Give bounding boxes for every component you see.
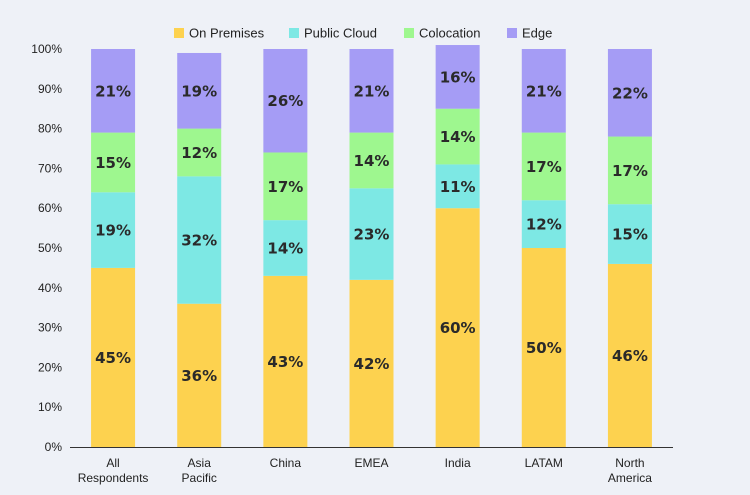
legend-item: On Premises — [174, 26, 265, 41]
bar-segment — [349, 49, 394, 133]
data-label: 17% — [526, 158, 562, 176]
bar-segment — [607, 49, 652, 137]
bar-segment — [607, 204, 652, 264]
legend-label: Public Cloud — [304, 26, 377, 41]
data-label: 11% — [440, 178, 476, 196]
data-label: 22% — [612, 84, 648, 102]
legend-swatch — [174, 28, 184, 38]
bar-segment — [349, 279, 394, 447]
x-tick-label: LATAM — [525, 456, 563, 470]
y-tick-label: 100% — [31, 42, 62, 56]
data-label: 32% — [181, 232, 217, 250]
bar-segment — [349, 188, 394, 280]
bar-segment — [263, 275, 308, 447]
bar-segment — [91, 192, 136, 268]
y-tick-label: 10% — [38, 400, 62, 414]
legend-item: Colocation — [404, 26, 480, 41]
x-tick-label-line: Pacific — [182, 471, 217, 485]
legend-label: On Premises — [189, 26, 265, 41]
data-label: 14% — [440, 128, 476, 146]
x-tick-label-line: India — [445, 456, 471, 470]
bar-segment — [521, 132, 566, 201]
x-tick-label-line: All — [106, 456, 119, 470]
bar-segment — [435, 164, 480, 209]
bar-segment — [607, 136, 652, 205]
x-tick-label-line: China — [270, 456, 302, 470]
data-label: 17% — [267, 178, 303, 196]
legend-swatch — [507, 28, 517, 38]
legend-swatch — [404, 28, 414, 38]
data-label: 21% — [354, 82, 390, 100]
data-label: 21% — [95, 82, 131, 100]
data-label: 43% — [267, 353, 303, 371]
data-label: 26% — [267, 92, 303, 110]
bar-segment — [91, 49, 136, 133]
data-label: 45% — [95, 349, 131, 367]
bar-segment — [435, 208, 480, 447]
bar-segment — [607, 263, 652, 447]
y-tick-label: 40% — [38, 281, 62, 295]
data-label: 17% — [612, 162, 648, 180]
y-tick-label: 20% — [38, 360, 62, 374]
y-tick-label: 70% — [38, 161, 62, 175]
x-tick-label-line: Respondents — [78, 471, 149, 485]
bar-segment — [177, 176, 222, 304]
data-label: 16% — [440, 68, 476, 86]
bar-segment — [521, 200, 566, 248]
bar-segment — [435, 45, 480, 109]
data-label: 50% — [526, 339, 562, 357]
bar-segment — [263, 220, 308, 276]
legend-swatch — [289, 28, 299, 38]
bar-segment — [521, 248, 566, 447]
y-tick-label: 30% — [38, 321, 62, 335]
data-label: 12% — [526, 216, 562, 234]
bar-segment — [349, 132, 394, 189]
x-tick-label-line: North — [615, 456, 644, 470]
bar-segment — [177, 128, 222, 177]
legend-label: Edge — [522, 26, 552, 41]
y-tick-label: 80% — [38, 122, 62, 136]
data-label: 14% — [354, 152, 390, 170]
data-label: 15% — [612, 226, 648, 244]
data-label: 19% — [95, 222, 131, 240]
data-label: 12% — [181, 144, 217, 162]
bar-segment — [91, 267, 136, 447]
x-tick-label: EMEA — [354, 456, 388, 470]
x-tick-label: China — [270, 456, 302, 470]
bar-segment — [91, 132, 136, 193]
bar-segment — [521, 49, 566, 133]
y-tick-label: 50% — [38, 241, 62, 255]
bar-segment — [435, 108, 480, 165]
legend-label: Colocation — [419, 26, 480, 41]
bar-segment — [263, 49, 308, 153]
data-label: 21% — [526, 82, 562, 100]
x-tick-label-line: Asia — [188, 456, 212, 470]
x-tick-label: North America — [608, 456, 652, 485]
data-label: 14% — [267, 240, 303, 258]
legend-item: Edge — [507, 26, 552, 41]
x-tick-label: All Respondents — [78, 456, 149, 485]
data-label: 19% — [181, 82, 217, 100]
x-tick-label-line: EMEA — [354, 456, 388, 470]
data-label: 36% — [181, 367, 217, 385]
y-tick-label: 90% — [38, 82, 62, 96]
bar-segment — [177, 52, 222, 129]
y-tick-label: 60% — [38, 201, 62, 215]
x-tick-label-line: America — [608, 471, 652, 485]
data-label: 15% — [95, 154, 131, 172]
x-tick-label: Asia Pacific — [182, 456, 217, 485]
data-label: 42% — [354, 355, 390, 373]
bar-segment — [263, 152, 308, 221]
legend-item: Public Cloud — [289, 26, 377, 41]
data-label: 46% — [612, 347, 648, 365]
x-tick-label-line: LATAM — [525, 456, 563, 470]
x-tick-label: India — [445, 456, 471, 470]
data-label: 60% — [440, 319, 476, 337]
bar-segment — [177, 303, 222, 447]
data-label: 23% — [354, 226, 390, 244]
y-tick-label: 0% — [45, 440, 63, 454]
